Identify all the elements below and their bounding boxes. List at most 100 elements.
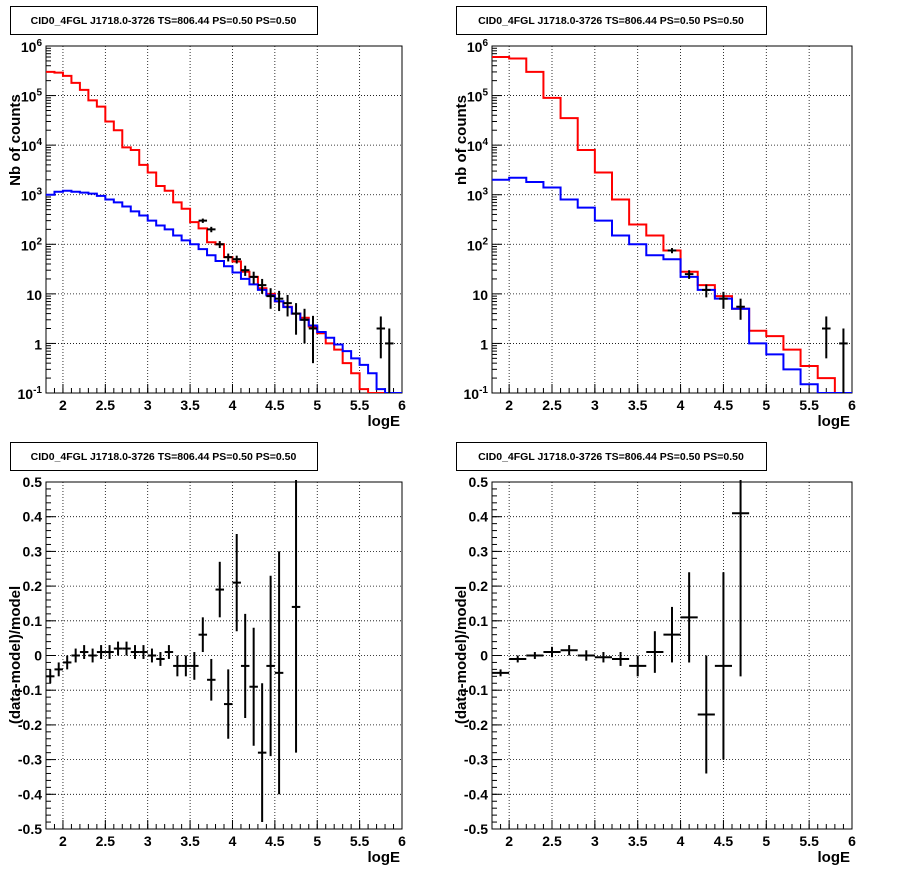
data-point — [224, 253, 233, 262]
data-point — [88, 648, 97, 663]
data-point — [147, 648, 157, 663]
x-tick-label: 2 — [59, 833, 67, 849]
data-point — [257, 683, 267, 823]
y-tick-label: 0.2 — [23, 578, 43, 594]
data-point — [249, 627, 258, 746]
x-tick-label: 5.5 — [350, 833, 370, 849]
data-point — [646, 631, 664, 673]
y-tick-label: 103 — [21, 187, 43, 204]
title-box — [456, 6, 767, 35]
data-point — [697, 655, 715, 774]
data-point — [612, 652, 630, 666]
data-point — [822, 316, 831, 359]
chart-title: CID0_4FGL J1718.0-3726 TS=806.44 PS=0.50… — [478, 15, 744, 27]
x-tick-label: 5 — [313, 833, 321, 849]
data-point — [702, 284, 711, 298]
plot-area — [492, 55, 852, 393]
y-tick-label: 105 — [467, 88, 489, 105]
x-tick-label: 3 — [144, 397, 152, 413]
data-point — [181, 655, 191, 677]
x-tick-label: 5 — [313, 397, 321, 413]
x-tick-label: 5.5 — [799, 397, 819, 413]
y-tick-label: 0.1 — [469, 613, 489, 629]
x-tick-label: 3 — [591, 397, 599, 413]
y-tick-label: -0.4 — [18, 786, 42, 802]
data-point — [215, 241, 224, 249]
data-point — [54, 662, 63, 677]
title-box — [10, 6, 318, 35]
x-tick-label: 3.5 — [628, 833, 648, 849]
data-point — [156, 652, 165, 666]
data-point — [719, 291, 728, 309]
data-point — [79, 645, 89, 659]
data-point — [839, 328, 848, 393]
y-tick-label: 103 — [467, 187, 489, 204]
data-point — [232, 255, 241, 264]
x-axis-label: logE — [368, 413, 401, 430]
data-point — [594, 652, 612, 663]
y-tick-label: 0.4 — [469, 509, 489, 525]
x-tick-label: 4.5 — [714, 833, 734, 849]
x-tick-label: 5.5 — [799, 833, 819, 849]
x-tick-label: 6 — [848, 397, 856, 413]
data-point — [684, 270, 694, 279]
x-tick-label: 3 — [591, 833, 599, 849]
chart-panel-4: CID0_4FGL J1718.0-3726 TS=806.44 PS=0.50… — [453, 442, 856, 866]
x-tick-label: 2 — [505, 833, 513, 849]
x-tick-label: 2.5 — [96, 397, 116, 413]
y-tick-label: 1 — [34, 336, 42, 352]
chart-panel-1: CID0_4FGL J1718.0-3726 TS=806.44 PS=0.50… — [7, 6, 406, 430]
x-tick-label: 4 — [677, 833, 685, 849]
x-tick-label: 4 — [229, 397, 237, 413]
y-axis-label: nb of counts — [453, 95, 470, 185]
y-tick-label: 105 — [21, 88, 43, 105]
x-tick-label: 2.5 — [96, 833, 116, 849]
data-point — [732, 480, 750, 677]
y-tick-label: 0.2 — [469, 578, 489, 594]
data-point — [240, 613, 250, 718]
y-tick-label: 0.5 — [469, 474, 489, 490]
title-box — [456, 442, 767, 471]
data-point — [207, 226, 216, 233]
data-point — [266, 575, 275, 757]
data-point — [130, 645, 140, 659]
y-axis-label: (data-model)/model — [7, 586, 24, 724]
data-point — [736, 298, 745, 320]
data-point — [308, 315, 318, 364]
data-point — [526, 652, 544, 659]
x-tick-label: 3 — [144, 833, 152, 849]
y-tick-label: -0.5 — [18, 821, 42, 837]
data-point — [283, 294, 292, 317]
data-point — [543, 646, 561, 658]
data-point — [680, 572, 698, 663]
data-point — [173, 655, 182, 677]
data-point — [46, 669, 55, 684]
y-tick-label: 1 — [480, 336, 488, 352]
y-tick-label: -0.5 — [464, 821, 488, 837]
x-tick-label: 6 — [848, 833, 856, 849]
x-tick-label: 4.5 — [714, 397, 734, 413]
data-point — [71, 648, 80, 663]
data-point — [577, 650, 595, 661]
data-point — [629, 655, 647, 677]
data-point — [198, 218, 208, 223]
data-point — [663, 606, 681, 663]
x-axis-label: logE — [818, 413, 851, 430]
chart-panel-2: CID0_4FGL J1718.0-3726 TS=806.44 PS=0.50… — [453, 6, 856, 430]
data-point — [385, 328, 394, 393]
x-tick-label: 5 — [762, 397, 770, 413]
data-point — [224, 669, 233, 739]
y-tick-label: 104 — [467, 137, 489, 154]
y-tick-label: 102 — [467, 236, 489, 253]
data-point — [376, 316, 386, 359]
chart-title: CID0_4FGL J1718.0-3726 TS=806.44 PS=0.50… — [31, 451, 297, 463]
y-tick-label: -0.1 — [18, 682, 42, 698]
data-point — [62, 655, 72, 670]
series-step-line-2 — [46, 189, 402, 393]
x-tick-label: 4 — [677, 397, 685, 413]
y-tick-label: 0 — [34, 648, 42, 664]
x-tick-label: 2 — [59, 397, 67, 413]
y-tick-label: 0 — [480, 648, 488, 664]
x-tick-label: 6 — [398, 833, 406, 849]
